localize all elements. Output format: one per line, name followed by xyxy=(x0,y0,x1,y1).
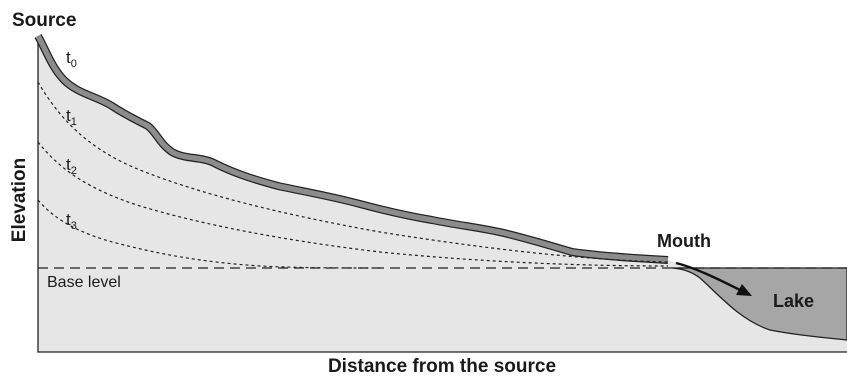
y-axis-title: Elevation xyxy=(9,158,30,242)
diagram-frame xyxy=(37,36,847,353)
base-level-label: Base level xyxy=(47,274,121,291)
profile-t1 xyxy=(37,81,669,263)
flow-arrowhead xyxy=(736,284,752,296)
lake-area xyxy=(671,267,847,341)
profile-label-t3: t3 xyxy=(66,210,77,232)
profile-label-t2: t2 xyxy=(66,155,77,177)
flow-arrow xyxy=(675,261,741,292)
lake-label: Lake xyxy=(773,291,814,311)
mouth-label: Mouth xyxy=(657,231,711,251)
x-axis-title: Distance from the source xyxy=(328,356,556,377)
profile-t3 xyxy=(37,199,381,269)
source-label: Source xyxy=(12,10,76,31)
profile-label-t0: t0 xyxy=(66,48,77,70)
profile-t2 xyxy=(37,141,669,267)
profile-label-t1: t1 xyxy=(66,106,77,128)
land-area xyxy=(38,36,847,352)
